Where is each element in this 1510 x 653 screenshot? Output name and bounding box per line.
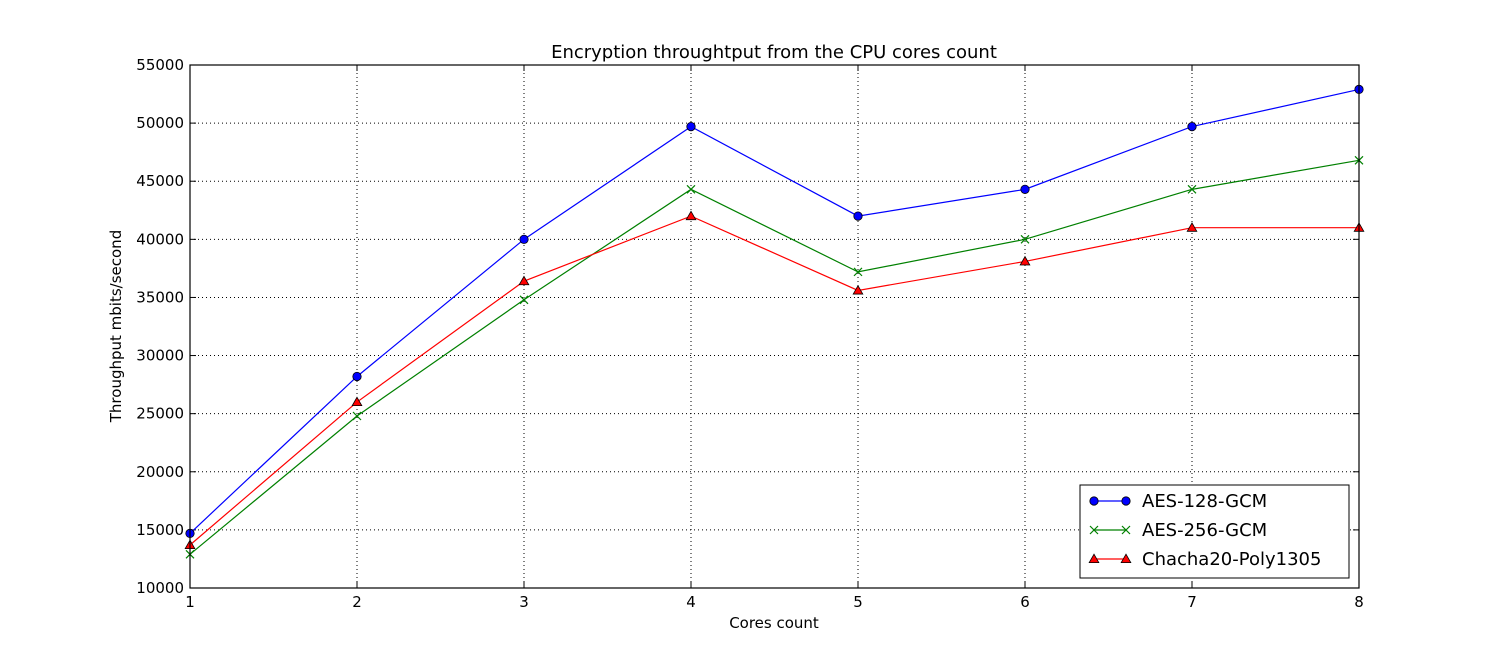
x-axis-label: Cores count: [729, 614, 819, 632]
series-0: [185, 84, 1364, 538]
x-tick-label: 8: [1354, 593, 1364, 611]
x-tick-label: 5: [853, 593, 863, 611]
legend-entry: AES-128-GCM: [1089, 491, 1267, 512]
data-point: [519, 234, 529, 244]
legend-entry: AES-256-GCM: [1089, 520, 1267, 541]
y-tick-label: 30000: [136, 347, 184, 365]
data-point: [352, 371, 362, 382]
legend-label: AES-256-GCM: [1142, 520, 1267, 541]
data-point: [1187, 184, 1197, 194]
series-line: [189, 215, 1359, 546]
x-marker-stroke: [1121, 525, 1131, 535]
legend-label: AES-128-GCM: [1142, 491, 1267, 512]
data-point: [518, 275, 530, 286]
data-point: [351, 396, 363, 407]
y-tick-label: 55000: [136, 56, 184, 74]
legend-label: Chacha20-Poly1305: [1142, 549, 1321, 570]
legend: AES-128-GCM AES-256-GCM Chacha20-Poly1305: [1079, 484, 1350, 579]
series-line: [189, 88, 1360, 534]
data-point: [1020, 184, 1030, 194]
chart-title: Encryption throughtput from the CPU core…: [551, 42, 997, 63]
data-point: [1187, 121, 1197, 132]
legend-entry: Chacha20-Poly1305: [1088, 549, 1321, 570]
x-marker-stroke: [686, 184, 696, 194]
data-point: [853, 267, 863, 277]
x-marker-stroke: [1089, 525, 1099, 535]
data-point: [852, 284, 864, 295]
plot-frame: [189, 64, 1360, 589]
legend-marker: [1089, 496, 1099, 506]
data-point: [1020, 234, 1030, 244]
data-point: [352, 411, 362, 421]
legend-marker: [1120, 553, 1132, 563]
x-tick-label: 4: [686, 593, 696, 611]
y-tick-label: 10000: [136, 579, 184, 597]
x-tick-label: 6: [1020, 593, 1030, 611]
x-marker-stroke: [853, 267, 863, 277]
x-tick-label: 2: [352, 593, 362, 611]
data-point: [519, 295, 529, 305]
legend-marker: [1089, 525, 1099, 535]
grid: [190, 65, 1359, 588]
y-tick-label: 20000: [136, 463, 184, 481]
legend-marker: [1088, 553, 1100, 563]
x-tick-label: 7: [1187, 593, 1197, 611]
data-point: [686, 121, 696, 132]
x-tick-label: 3: [519, 593, 529, 611]
data-point: [853, 211, 863, 221]
y-tick-label: 15000: [136, 521, 184, 539]
data-point: [685, 210, 697, 221]
x-marker-stroke: [1020, 234, 1030, 244]
y-tick-label: 45000: [136, 172, 184, 190]
x-marker-stroke: [519, 295, 529, 305]
data-point: [1019, 255, 1031, 266]
x-marker-stroke: [352, 411, 362, 421]
y-tick-label: 25000: [136, 405, 184, 423]
data-point: [686, 184, 696, 194]
y-tick-label: 35000: [136, 288, 184, 306]
series-line: [189, 159, 1360, 555]
series-group: [184, 84, 1365, 559]
x-marker-stroke: [1187, 184, 1197, 194]
legend-marker: [1121, 525, 1131, 535]
data-point: [1186, 222, 1198, 232]
legend-marker: [1121, 496, 1131, 506]
y-tick-label: 50000: [136, 114, 184, 132]
x-tick-label: 1: [185, 593, 195, 611]
y-tick-label: 40000: [136, 230, 184, 248]
series-1: [185, 155, 1364, 559]
y-axis-label: Throughput mbits/second: [107, 230, 125, 423]
